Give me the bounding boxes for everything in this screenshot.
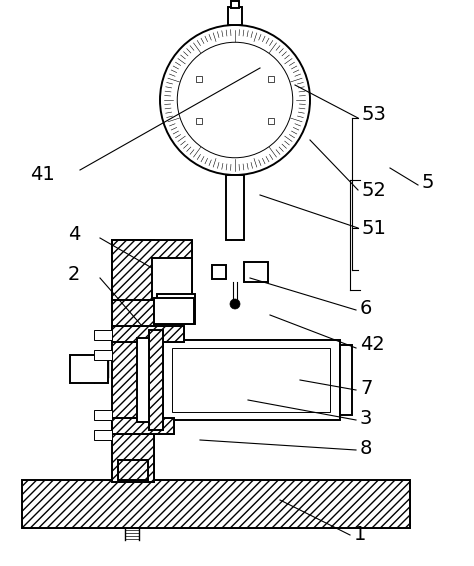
Bar [154, 298, 194, 324]
Bar [154, 340, 340, 420]
Circle shape [230, 299, 240, 309]
Bar [112, 240, 154, 482]
Bar [94, 330, 112, 340]
Text: 3: 3 [360, 409, 373, 427]
Bar [244, 262, 268, 282]
Bar [212, 265, 226, 279]
Bar [149, 330, 163, 430]
Bar [112, 240, 154, 482]
Text: 1: 1 [354, 525, 366, 543]
Bar [268, 118, 273, 123]
Text: 52: 52 [362, 181, 387, 199]
Bar [137, 338, 149, 422]
Bar [149, 330, 163, 430]
Bar [22, 480, 410, 528]
Bar [231, 1, 239, 8]
Text: 5: 5 [422, 173, 435, 191]
Bar [118, 460, 148, 480]
Text: 41: 41 [30, 165, 55, 185]
Bar [118, 460, 148, 480]
Text: 51: 51 [362, 218, 387, 238]
Bar [94, 350, 112, 360]
Bar [112, 240, 192, 300]
Text: 6: 6 [360, 298, 373, 318]
Bar [228, 7, 242, 25]
Circle shape [160, 25, 310, 175]
Bar [94, 430, 112, 440]
Text: 2: 2 [68, 264, 81, 284]
Bar [157, 294, 195, 324]
Bar [112, 418, 174, 434]
Bar [340, 345, 352, 415]
Text: 42: 42 [360, 336, 385, 354]
Bar [70, 355, 108, 383]
Bar [112, 418, 174, 434]
Bar [196, 76, 202, 83]
Bar [112, 240, 192, 300]
Bar [152, 258, 192, 300]
Text: 4: 4 [68, 225, 81, 245]
Text: 8: 8 [360, 439, 373, 457]
Circle shape [177, 42, 293, 158]
Bar [94, 410, 112, 420]
Bar [112, 326, 184, 342]
Bar [112, 326, 184, 342]
Text: 7: 7 [360, 379, 373, 397]
Bar [172, 348, 330, 412]
Text: 53: 53 [362, 105, 387, 125]
Bar [268, 76, 273, 83]
Bar [196, 118, 202, 123]
Bar [226, 175, 244, 240]
Bar [22, 480, 410, 528]
